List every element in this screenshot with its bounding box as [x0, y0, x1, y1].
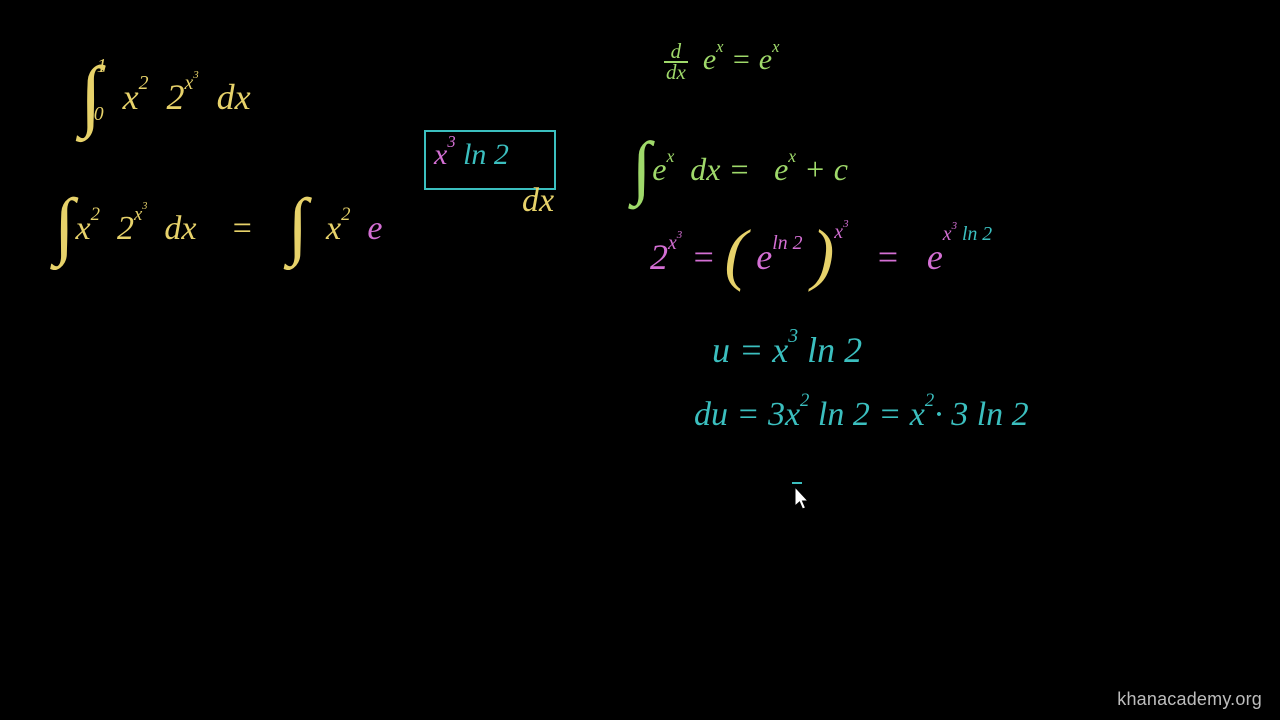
derivative-rule: d dx ex = ex: [664, 42, 779, 82]
int-symbol-l2a: ∫: [54, 189, 75, 264]
blackboard-canvas: ∫01 x2 2x3 dx ∫ x2 2x3 dx = ∫ x2 e x3 ln…: [0, 0, 1280, 720]
du-expression: du = 3x2 ln 2 = x2· 3 ln 2: [694, 398, 1029, 432]
integral-rule: ∫ ex dx = ex + c: [632, 122, 848, 192]
rewrite-2-as-e: 2x3 = ( eln 2 )x3 = ex3 ln 2: [650, 212, 992, 280]
d-dx-frac: d dx: [664, 42, 688, 82]
integral-line-2: ∫ x2 2x3 dx = ∫ x2 e: [54, 178, 383, 253]
open-paren: (: [725, 220, 748, 288]
equals-1: =: [222, 210, 262, 247]
integral-line-1: ∫01 x2 2x3 dx: [80, 44, 251, 123]
stray-mark: [792, 482, 802, 484]
upper-limit: 1: [97, 55, 107, 77]
integrand-x: x: [123, 77, 139, 117]
e-base: e: [367, 210, 382, 247]
exponent-box-content: x3 ln 2: [434, 140, 509, 170]
lower-limit: 0: [94, 103, 104, 125]
mouse-cursor: [792, 486, 812, 514]
integrand-x-exp: 2: [139, 72, 149, 94]
watermark: khanacademy.org: [1117, 689, 1262, 710]
int-symbol-l2b: ∫: [287, 189, 308, 264]
u-substitution: u = x3 ln 2: [712, 332, 862, 368]
dx: dx: [217, 77, 251, 117]
close-paren: ): [812, 220, 835, 288]
int-symbol-r: ∫: [632, 133, 651, 203]
dx-after-e: dx: [522, 184, 554, 218]
two-exp: x3: [184, 72, 198, 94]
base-2: 2: [166, 77, 184, 117]
